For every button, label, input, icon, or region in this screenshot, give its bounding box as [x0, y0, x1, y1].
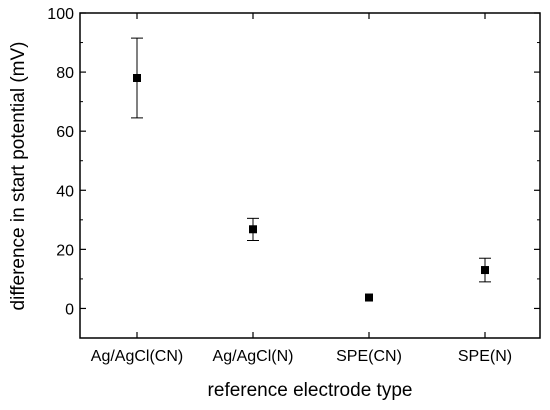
y-tick-label: 80 — [56, 65, 74, 82]
y-axis-title: difference in start potential (mV) — [8, 42, 29, 311]
y-tick-label: 20 — [56, 242, 74, 259]
error-bars — [131, 37, 491, 283]
y-tick-label: 40 — [56, 183, 74, 200]
data-points — [133, 74, 489, 302]
x-tick-label: Ag/AgCl(N) — [213, 348, 294, 365]
y-axis: 0 20 40 60 80 100 — [47, 6, 540, 318]
y-tick-label: 60 — [56, 124, 74, 141]
y-tick-label: 100 — [47, 6, 74, 23]
x-tick-label: Ag/AgCl(CN) — [91, 348, 183, 365]
data-point — [365, 293, 373, 302]
data-point — [481, 266, 489, 275]
data-point — [249, 225, 257, 234]
x-axis-title: reference electrode type — [208, 380, 413, 401]
y-tick-label: 0 — [65, 301, 74, 318]
data-point — [133, 74, 141, 82]
x-axis: Ag/AgCl(CN) Ag/AgCl(N) SPE(CN) SPE(N) — [91, 13, 512, 365]
x-tick-label: SPE(N) — [458, 348, 512, 365]
x-tick-label: SPE(CN) — [336, 348, 402, 365]
plot-frame — [79, 12, 541, 339]
